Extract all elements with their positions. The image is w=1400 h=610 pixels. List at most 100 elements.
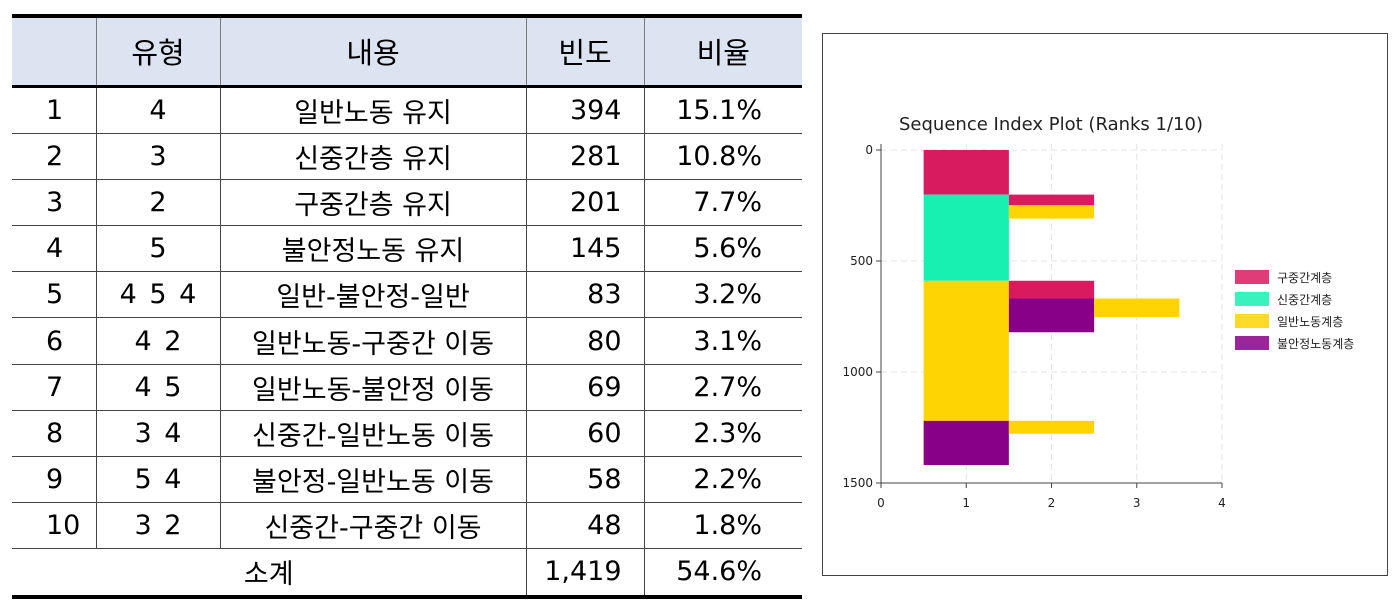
cell-rank: 2 xyxy=(12,133,96,180)
y-tick-label: 1500 xyxy=(842,476,873,490)
sequence-segment-bar xyxy=(923,194,1009,281)
total-ratio: 54.6% xyxy=(643,548,802,599)
sequence-segment-bar xyxy=(1008,298,1095,333)
cell-content: 신중간-일반노동 이동 xyxy=(219,410,526,458)
legend-swatch xyxy=(1235,292,1269,306)
sequence-segment-bar xyxy=(1008,420,1095,434)
table-row: 6 4 2 일반노동-구중간 이동 80 3.1% xyxy=(12,317,802,365)
table-row: 8 3 4 신중간-일반노동 이동 60 2.3% xyxy=(12,410,802,458)
cell-frequency: 281 xyxy=(525,133,644,180)
cell-content: 일반노동 유지 xyxy=(219,86,526,134)
cell-ratio: 2.7% xyxy=(643,364,802,411)
x-tick-label: 0 xyxy=(877,496,885,510)
cell-rank: 9 xyxy=(12,456,96,504)
cell-content: 일반-불안정-일반 xyxy=(219,271,526,319)
legend-label: 구중간계층 xyxy=(1277,271,1332,285)
cell-rank: 10 xyxy=(12,502,96,550)
table-row: 9 5 4 불안정-일반노동 이동 58 2.2% xyxy=(12,456,802,504)
cell-frequency: 83 xyxy=(525,271,644,319)
cell-type: 4 2 xyxy=(95,317,220,365)
sequence-segment-bar xyxy=(923,420,1009,466)
cell-ratio: 2.2% xyxy=(643,456,802,504)
header-rank xyxy=(12,16,96,86)
cell-content: 불안정-일반노동 이동 xyxy=(219,456,526,504)
cell-type: 4 5 4 xyxy=(95,271,220,319)
cell-rank: 5 xyxy=(12,271,96,319)
header-content: 내용 xyxy=(219,16,526,86)
y-tick-label: 0 xyxy=(865,143,873,157)
cell-ratio: 3.1% xyxy=(643,317,802,365)
legend-label: 신중간계층 xyxy=(1277,293,1332,307)
cell-frequency: 80 xyxy=(525,317,644,365)
cell-rank: 6 xyxy=(12,317,96,365)
x-tick-label: 1 xyxy=(962,496,970,510)
table-row: 4 5 불안정노동 유지 145 5.6% xyxy=(12,225,802,273)
cell-type: 2 xyxy=(95,179,220,227)
table-row: 7 4 5 일반노동-불안정 이동 69 2.7% xyxy=(12,364,802,411)
cell-content: 일반노동-불안정 이동 xyxy=(219,364,526,411)
axis-ticks: 0 500 1000 1500 0 1 2 3 4 xyxy=(842,143,1225,510)
cell-type: 3 xyxy=(95,133,220,180)
legend-label: 불안정노동계층 xyxy=(1277,337,1354,351)
table-row: 5 4 5 4 일반-불안정-일반 83 3.2% xyxy=(12,271,802,319)
sequence-segment-bar xyxy=(923,150,1009,195)
table-row: 3 2 구중간층 유지 201 7.7% xyxy=(12,179,802,227)
cell-rank: 3 xyxy=(12,179,96,227)
sequence-index-plot-frame: Sequence Index Plot (Ranks 1/10) 0 500 100… xyxy=(822,33,1388,576)
cell-type: 4 xyxy=(95,86,220,134)
cell-frequency: 69 xyxy=(525,364,644,411)
cell-frequency: 58 xyxy=(525,456,644,504)
sequence-segment-bar xyxy=(923,280,1009,421)
x-tick-label: 2 xyxy=(1048,496,1056,510)
cell-frequency: 60 xyxy=(525,410,644,458)
cell-content: 일반노동-구중간 이동 xyxy=(219,317,526,365)
frequency-table-container: 유형 내용 빈도 비율 1 4 일반노동 유지 394 15.1% 2 3 신중… xyxy=(12,14,802,599)
cell-frequency: 48 xyxy=(525,502,644,550)
table-header: 유형 내용 빈도 비율 xyxy=(12,16,802,86)
header-type: 유형 xyxy=(95,16,220,86)
table-body: 1 4 일반노동 유지 394 15.1% 2 3 신중간층 유지 281 10… xyxy=(12,86,802,599)
cell-ratio: 1.8% xyxy=(643,502,802,550)
sequence-segment-bar xyxy=(1008,194,1095,206)
sequence-segment-bar xyxy=(1008,280,1095,299)
table-row: 1 4 일반노동 유지 394 15.1% xyxy=(12,86,802,134)
total-frequency: 1,419 xyxy=(525,548,644,599)
sequence-segment-bar xyxy=(1008,205,1095,219)
header-ratio: 비율 xyxy=(643,16,802,86)
table-header-row: 유형 내용 빈도 비율 xyxy=(12,16,802,86)
total-label: 소계 xyxy=(12,548,526,599)
table-row: 2 3 신중간층 유지 281 10.8% xyxy=(12,133,802,180)
cell-rank: 7 xyxy=(12,364,96,411)
sequence-index-plot: Sequence Index Plot (Ranks 1/10) 0500100… xyxy=(842,114,1354,510)
legend-swatch xyxy=(1235,336,1269,350)
y-tick-label: 1000 xyxy=(842,365,873,379)
table-row: 10 3 2 신중간-구중간 이동 48 1.8% xyxy=(12,502,802,550)
y-tick-label: 500 xyxy=(850,254,873,268)
x-tick-label: 4 xyxy=(1218,496,1226,510)
cell-ratio: 10.8% xyxy=(643,133,802,180)
cell-ratio: 15.1% xyxy=(643,86,802,134)
cell-frequency: 201 xyxy=(525,179,644,227)
table-total-row: 소계 1,419 54.6% xyxy=(12,548,802,599)
cell-content: 신중간-구중간 이동 xyxy=(219,502,526,550)
cell-frequency: 145 xyxy=(525,225,644,273)
cell-frequency: 394 xyxy=(525,86,644,134)
cell-ratio: 5.6% xyxy=(643,225,802,273)
sequence-segments xyxy=(923,150,1180,466)
cell-type: 5 4 xyxy=(95,456,220,504)
cell-type: 3 2 xyxy=(95,502,220,550)
legend-swatch xyxy=(1235,314,1269,328)
cell-ratio: 3.2% xyxy=(643,271,802,319)
cell-ratio: 2.3% xyxy=(643,410,802,458)
sequence-segment-bar xyxy=(1094,298,1180,317)
x-tick-label: 3 xyxy=(1133,496,1141,510)
cell-ratio: 7.7% xyxy=(643,179,802,227)
cell-rank: 1 xyxy=(12,86,96,134)
legend-label: 일반노동계층 xyxy=(1277,315,1343,329)
cell-type: 5 xyxy=(95,225,220,273)
cell-content: 신중간층 유지 xyxy=(219,133,526,180)
cell-type: 4 5 xyxy=(95,364,220,411)
cell-rank: 8 xyxy=(12,410,96,458)
header-frequency: 빈도 xyxy=(525,16,644,86)
